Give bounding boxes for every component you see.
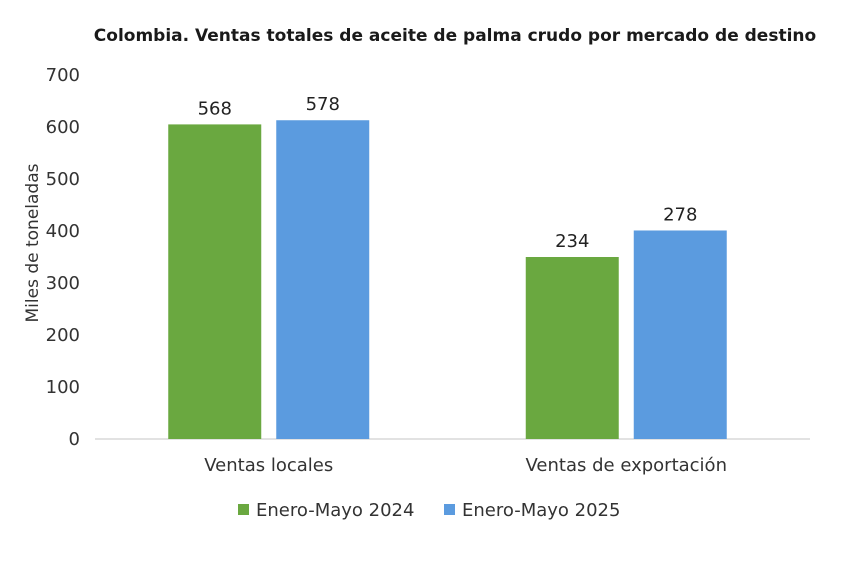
y-tick-label: 500 xyxy=(46,169,80,190)
y-axis-ticks: 0 100 200 300 400 500 600 700 xyxy=(46,65,80,450)
chart-title: Colombia. Ventas totales de aceite de pa… xyxy=(94,26,816,46)
legend-swatch xyxy=(444,504,455,515)
category-label: Ventas locales xyxy=(204,455,333,476)
legend-label: Enero-Mayo 2025 xyxy=(462,500,620,521)
bar-2024-locales xyxy=(168,124,262,440)
bar-2024-exportacion xyxy=(525,257,619,439)
y-tick-label: 400 xyxy=(46,221,80,242)
bar-2025-exportacion xyxy=(633,230,727,439)
y-tick-label: 100 xyxy=(46,377,80,398)
y-tick-label: 200 xyxy=(46,325,80,346)
y-tick-label: 300 xyxy=(46,273,80,294)
data-label: 578 xyxy=(306,94,340,115)
data-labels-group: 568 578 234 278 xyxy=(198,94,698,252)
data-label: 234 xyxy=(555,231,589,252)
y-axis-label: Miles de toneladas xyxy=(23,163,43,322)
category-label: Ventas de exportación xyxy=(526,455,727,476)
y-tick-label: 600 xyxy=(46,117,80,138)
legend-swatch xyxy=(238,504,249,515)
legend-label: Enero-Mayo 2024 xyxy=(256,500,414,521)
legend: Enero-Mayo 2024 Enero-Mayo 2025 xyxy=(238,500,620,521)
bars-group xyxy=(168,120,727,440)
bar-2025-locales xyxy=(276,120,370,440)
data-label: 568 xyxy=(198,98,232,119)
y-tick-label: 0 xyxy=(69,429,80,450)
data-label: 278 xyxy=(663,204,697,225)
y-tick-label: 700 xyxy=(46,65,80,86)
category-labels-group: Ventas locales Ventas de exportación xyxy=(204,455,727,476)
